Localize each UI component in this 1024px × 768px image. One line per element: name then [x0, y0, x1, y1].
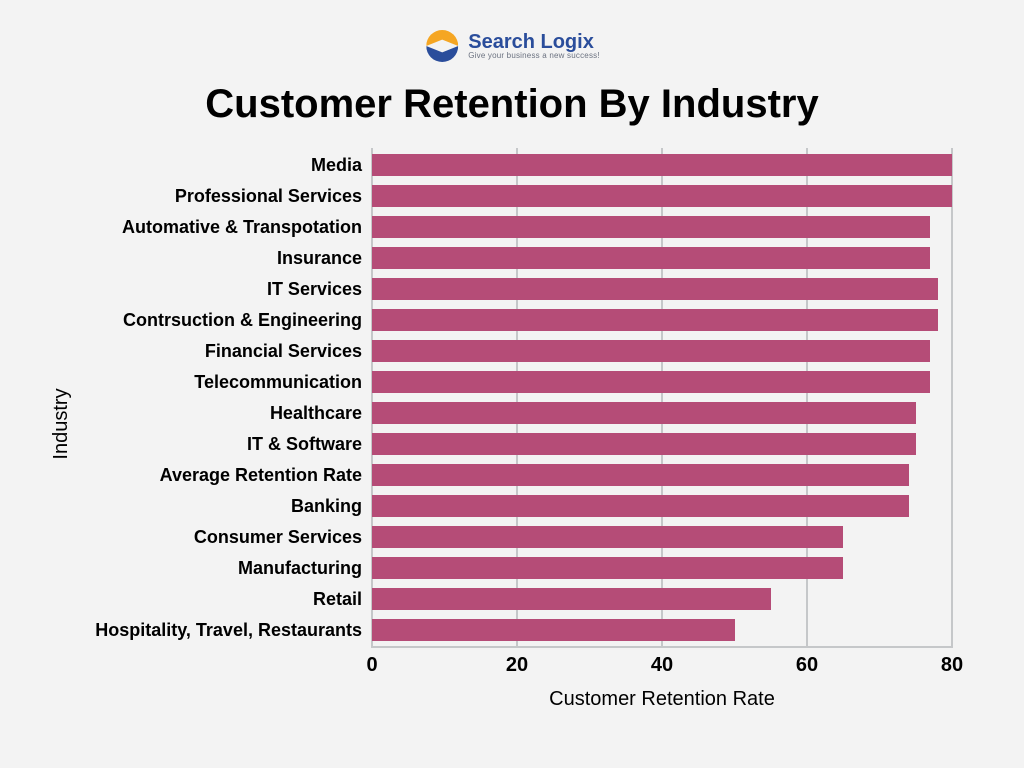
page: Search Logix Give your business a new su…: [0, 0, 1024, 768]
brand-name: Search Logix: [468, 32, 600, 52]
bar: [372, 464, 909, 486]
bar: [372, 526, 843, 548]
y-axis-title: Industry: [50, 388, 73, 459]
x-tick-label: 0: [342, 654, 402, 677]
category-label: Healthcare: [80, 402, 362, 424]
bar: [372, 154, 952, 176]
chart-title: Customer Retention By Industry: [0, 82, 1024, 127]
category-label: Hospitality, Travel, Restaurants: [80, 619, 362, 641]
category-label: Manufacturing: [80, 557, 362, 579]
category-label: IT & Software: [80, 433, 362, 455]
bar: [372, 309, 938, 331]
bar: [372, 216, 930, 238]
x-axis-line: [372, 646, 952, 648]
category-label: Media: [80, 154, 362, 176]
category-label: Telecommunication: [80, 371, 362, 393]
bar: [372, 340, 930, 362]
bar: [372, 557, 843, 579]
category-label: Banking: [80, 495, 362, 517]
category-label: Automative & Transpotation: [80, 216, 362, 238]
category-label: Consumer Services: [80, 526, 362, 548]
bar: [372, 433, 916, 455]
x-tick-label: 40: [632, 654, 692, 677]
bar: [372, 371, 930, 393]
bar: [372, 619, 735, 641]
x-tick-label: 80: [922, 654, 982, 677]
swirl-icon: [424, 28, 460, 64]
bar: [372, 247, 930, 269]
x-tick-label: 20: [487, 654, 547, 677]
bar: [372, 402, 916, 424]
bar: [372, 185, 952, 207]
bar: [372, 278, 938, 300]
x-axis-title: Customer Retention Rate: [372, 688, 952, 711]
category-label: Contrsuction & Engineering: [80, 309, 362, 331]
category-label: Average Retention Rate: [80, 464, 362, 486]
category-label: Financial Services: [80, 340, 362, 362]
bar: [372, 495, 909, 517]
brand-logo: Search Logix Give your business a new su…: [424, 28, 600, 64]
plot-area: [372, 148, 952, 648]
retention-chart: Industry Customer Retention Rate MediaPr…: [80, 148, 960, 700]
bar: [372, 588, 771, 610]
brand-tagline: Give your business a new success!: [468, 52, 600, 60]
category-label: Professional Services: [80, 185, 362, 207]
x-tick-label: 60: [777, 654, 837, 677]
category-label: IT Services: [80, 278, 362, 300]
grid-line: [951, 148, 953, 648]
category-label: Insurance: [80, 247, 362, 269]
category-label: Retail: [80, 588, 362, 610]
